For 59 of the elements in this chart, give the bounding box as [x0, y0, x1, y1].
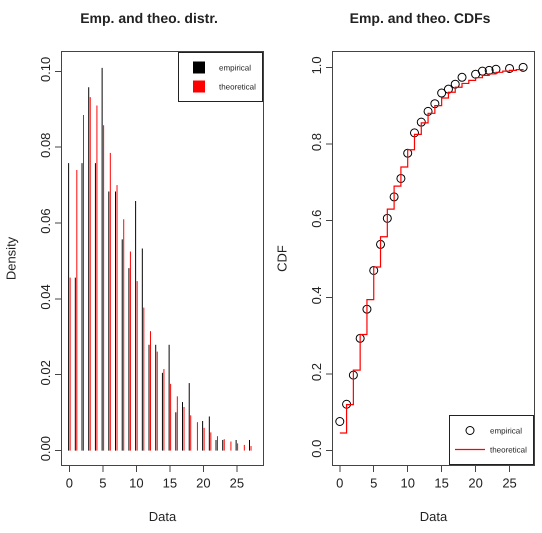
point [484, 66, 494, 75]
x-tick-label: 10 [400, 476, 415, 491]
y-tick-label: 0.06 [38, 208, 53, 234]
y-tick-label: 0.02 [38, 360, 53, 386]
x-tick-label: 5 [99, 476, 106, 491]
x-tick-label: 10 [129, 476, 144, 491]
point [369, 266, 378, 275]
x-tick-label: 20 [468, 476, 483, 491]
chart-title: Emp. and theo. distr. [80, 10, 218, 26]
y-tick-label: 0.2 [308, 362, 324, 382]
point [396, 174, 406, 183]
y-tick-label: 0.00 [38, 436, 53, 462]
point [424, 106, 433, 116]
point [505, 64, 514, 73]
point [410, 128, 419, 138]
y-tick-label: 0.10 [38, 56, 53, 82]
y-tick-label: 0.08 [38, 132, 53, 158]
point [458, 72, 467, 82]
x-tick-label: 20 [196, 476, 211, 491]
legend-label: theoretical [219, 82, 256, 92]
x-tick-label: 15 [434, 476, 449, 491]
y-tick-label: 0.04 [38, 284, 53, 310]
y-tick-label: 0.6 [308, 210, 324, 228]
point [430, 99, 440, 108]
y-tick-label: 1.0 [308, 56, 324, 74]
x-tick-label: 0 [66, 476, 73, 491]
point [390, 192, 399, 202]
x-tick-label: 25 [230, 476, 244, 491]
point [362, 304, 372, 314]
legend-label: theoretical [490, 446, 528, 455]
y-axis-title: Density [4, 236, 19, 280]
point [518, 62, 528, 72]
point [348, 370, 358, 380]
point [382, 214, 392, 223]
point [416, 118, 426, 127]
y-tick-label: 0.4 [308, 286, 324, 304]
point [450, 80, 460, 89]
y-tick-label: 0.0 [308, 440, 324, 458]
x-tick-label: 5 [370, 476, 378, 491]
point [491, 64, 500, 74]
chart-title: Emp. and theo. CDFs [350, 10, 491, 26]
point [342, 400, 352, 409]
point [437, 88, 446, 98]
point [335, 417, 344, 426]
legend-label: empirical [490, 426, 522, 436]
x-axis-title: Data [148, 509, 177, 524]
point [471, 70, 480, 79]
x-tick-label: 15 [162, 476, 178, 491]
y-tick-label: 0.8 [308, 133, 324, 152]
x-axis-title: Data [420, 509, 448, 524]
point [356, 334, 365, 343]
point [376, 240, 386, 249]
point [478, 66, 487, 76]
point [444, 84, 453, 94]
point [403, 148, 412, 158]
y-axis-title: CDF [274, 245, 290, 272]
x-tick-label: 0 [336, 476, 344, 491]
x-tick-label: 25 [502, 476, 517, 491]
legend-label: empirical [219, 64, 252, 73]
